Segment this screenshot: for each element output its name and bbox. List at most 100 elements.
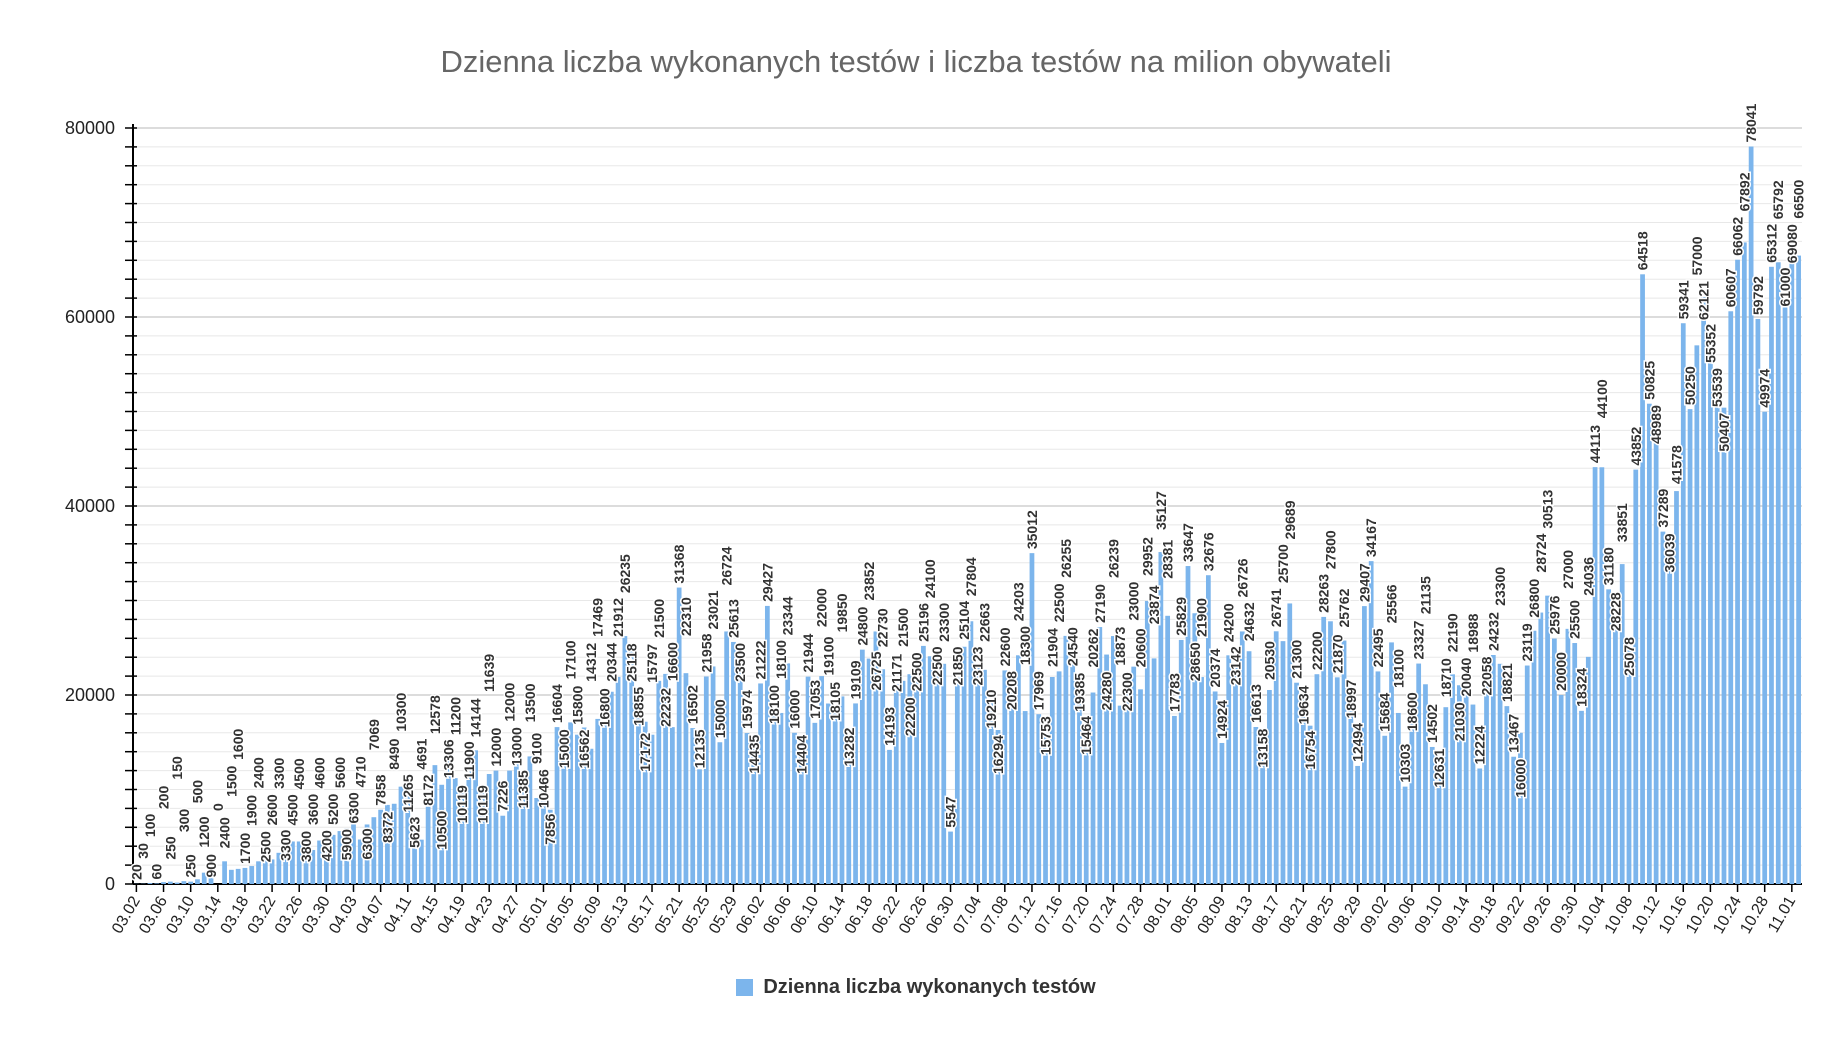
bar — [1755, 318, 1761, 885]
data-label: 21870 — [1329, 634, 1345, 673]
data-label: 43852 — [1628, 426, 1644, 465]
data-label: 2500 — [257, 831, 273, 862]
bar — [1233, 665, 1238, 884]
data-label: 5900 — [339, 829, 355, 860]
bar — [412, 830, 417, 884]
bar — [513, 761, 519, 884]
bar — [995, 730, 1001, 884]
data-label: 31180 — [1601, 547, 1617, 585]
data-label: 26255 — [1058, 539, 1074, 578]
bar — [798, 747, 804, 884]
bar — [812, 722, 818, 884]
bar — [581, 727, 587, 884]
data-label: 15684 — [1377, 693, 1393, 732]
data-label: 30513 — [1540, 490, 1556, 529]
bar — [1307, 725, 1313, 884]
bar — [1355, 765, 1360, 884]
bar — [1246, 651, 1252, 884]
bar — [764, 605, 770, 884]
bar — [1077, 700, 1082, 884]
bar — [1395, 712, 1401, 884]
bar — [446, 758, 451, 884]
data-label: 12000 — [502, 682, 518, 721]
bar — [914, 671, 919, 884]
bar — [242, 867, 248, 884]
data-label: 16000 — [786, 690, 802, 729]
bar — [1192, 613, 1198, 884]
bar — [832, 712, 838, 884]
bar — [588, 748, 594, 884]
data-label: 14502 — [1424, 704, 1440, 743]
bar — [1457, 685, 1462, 884]
data-label: 55352 — [1702, 324, 1718, 363]
data-label: 29952 — [1139, 537, 1155, 576]
data-label: 300 — [176, 809, 192, 833]
bar — [276, 852, 282, 884]
data-label: 21912 — [610, 598, 626, 637]
data-label: 1900 — [244, 795, 260, 826]
data-label: 67892 — [1736, 172, 1752, 211]
bar — [1185, 566, 1191, 884]
data-label: 3800 — [298, 831, 314, 862]
bar — [737, 661, 743, 884]
data-label: 14193 — [881, 707, 897, 746]
bar — [1687, 409, 1693, 884]
bar — [1450, 674, 1455, 884]
bar — [826, 703, 831, 884]
data-label: 21135 — [1417, 576, 1433, 614]
bar — [1158, 552, 1164, 884]
bar — [344, 828, 350, 884]
data-label: 16502 — [685, 685, 701, 724]
data-label: 53539 — [1709, 368, 1725, 407]
data-label: 3300 — [271, 757, 287, 788]
bar — [262, 860, 268, 884]
bar — [1490, 655, 1496, 884]
bar — [1348, 704, 1354, 884]
data-label: 20344 — [603, 643, 619, 682]
bar — [527, 756, 533, 884]
data-label: 29689 — [1282, 500, 1298, 539]
bar — [1585, 656, 1591, 884]
data-label: 23874 — [1146, 585, 1162, 624]
data-label: 18821 — [1499, 663, 1515, 702]
bar — [486, 774, 492, 884]
data-label: 27800 — [1322, 530, 1338, 569]
bar — [1484, 675, 1489, 884]
bar — [1009, 693, 1014, 884]
bar — [1097, 627, 1103, 884]
data-label: 16294 — [990, 735, 1006, 774]
bar — [147, 883, 153, 884]
bar — [1172, 715, 1177, 884]
legend[interactable]: Dzienna liczba wykonanych testów — [0, 976, 1832, 999]
bar — [703, 676, 709, 884]
data-label: 12224 — [1472, 725, 1488, 764]
data-label: 200 — [156, 786, 172, 810]
bar — [669, 727, 675, 884]
data-label: 26235 — [617, 554, 633, 593]
bar — [873, 631, 879, 884]
data-label: 66062 — [1730, 217, 1746, 256]
bar — [1728, 311, 1734, 884]
bar — [1110, 636, 1116, 884]
bar — [364, 824, 370, 884]
bar — [249, 866, 255, 884]
bar — [1633, 469, 1639, 884]
bar — [1070, 652, 1076, 884]
bar — [1382, 735, 1388, 884]
data-label: 18100 — [773, 640, 789, 679]
bar — [181, 881, 187, 884]
data-label: 22190 — [1445, 613, 1461, 652]
data-label: 27000 — [1560, 550, 1576, 589]
data-label: 150 — [169, 756, 185, 780]
y-tick-label: 0 — [105, 874, 115, 894]
data-label: 2600 — [264, 794, 280, 825]
data-label: 20000 — [1553, 652, 1569, 691]
data-label: 5600 — [332, 757, 348, 788]
bar — [1300, 698, 1306, 884]
data-label: 26239 — [1105, 539, 1121, 578]
bar — [1267, 689, 1272, 884]
bar — [859, 649, 865, 884]
bar — [887, 749, 892, 884]
data-label: 13282 — [841, 727, 857, 766]
